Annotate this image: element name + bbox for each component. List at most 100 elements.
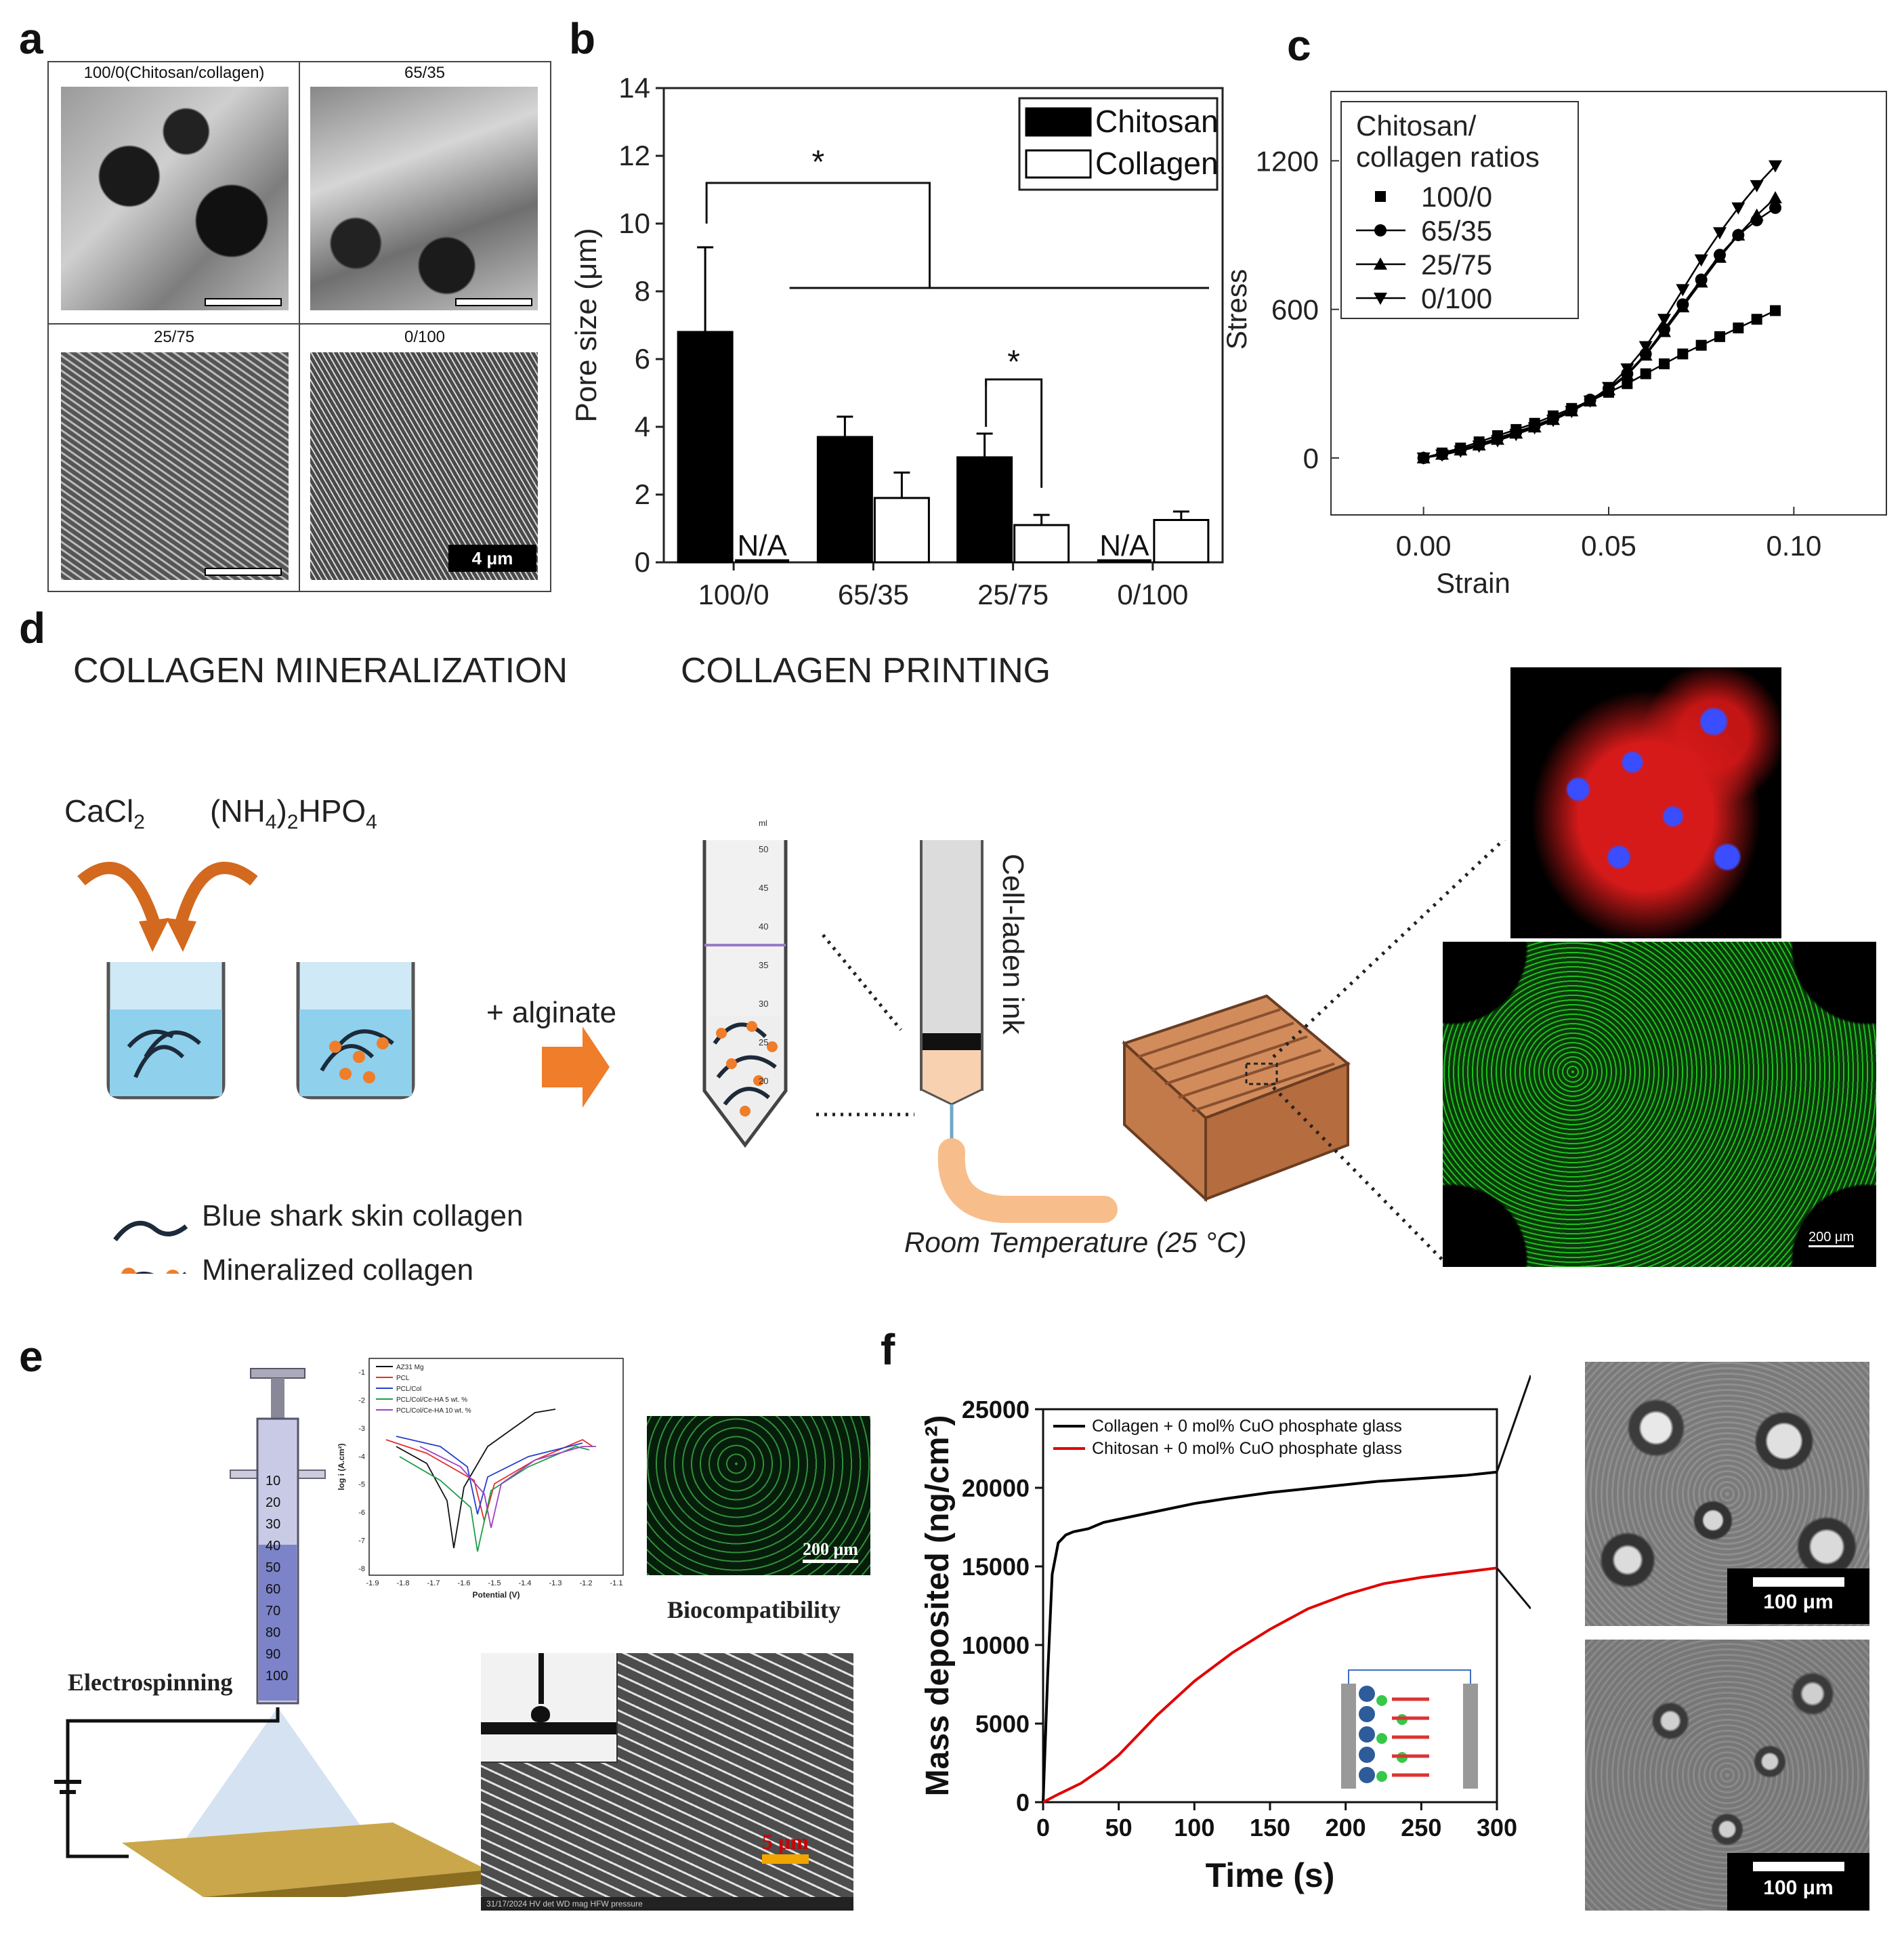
inset-y-tick: -4 [358, 1453, 365, 1461]
syringe-plunger-rod [271, 1378, 284, 1419]
x-tick-label: 0.05 [1581, 530, 1636, 562]
electrode-left [1341, 1684, 1356, 1789]
particle-green [1376, 1695, 1387, 1706]
point-triangle-down [1620, 363, 1634, 376]
panel-f-mass-deposited-chart: 0 5000 10000 15000 20000 25000 0 50 100 150 200 250… [920, 1375, 1531, 1894]
substrate-line-icon [481, 1722, 616, 1734]
point-triangle-down [1374, 293, 1387, 305]
legend-label: Collagen [1095, 146, 1219, 181]
legend-label: Chitosan + 0 mol% CuO phosphate glass [1092, 1439, 1402, 1458]
sem-scalebar-25-75 [205, 568, 282, 576]
syringe-tick: 90 [266, 1647, 281, 1662]
inset-x-tick: -1.7 [427, 1579, 440, 1587]
series-line-collagen [1042, 1470, 1498, 1803]
label-plus-alginate: + alginate [486, 996, 617, 1029]
nh4-sub1: 4 [265, 811, 277, 834]
electrode-right [1463, 1684, 1478, 1789]
point-triangle-down [1565, 406, 1579, 419]
inset-legend-label: PCL/Col/Ce-HA 5 wt. % [396, 1396, 467, 1404]
y-tick-label: 15000 [962, 1553, 1030, 1581]
point-circle [1374, 224, 1387, 236]
significance-bracket-1 [705, 182, 931, 288]
inset-bg [332, 1345, 637, 1616]
sem-image-65-35 [310, 87, 538, 310]
y-tick-label: 10 [618, 207, 650, 239]
inset-wire [1348, 1669, 1471, 1684]
panel-letter-b: b [569, 14, 596, 63]
nh4-a: (NH [210, 793, 266, 829]
x-tick-label: 100/0 [698, 579, 769, 610]
point-triangle-down [1769, 160, 1782, 173]
panel-e-electrospinning-schematic [54, 1368, 488, 1897]
label-cacl2: CaCl2 [64, 793, 145, 834]
inset-curve [396, 1436, 583, 1515]
inset-legend-label: AZ31 Mg [396, 1364, 424, 1371]
point-triangle-up [1694, 275, 1708, 288]
inset-x-tick: -1.2 [580, 1579, 593, 1587]
panel-d-schematic [77, 840, 1506, 1274]
x-tick-label: 300 [1477, 1814, 1517, 1841]
y-tick-label: 0 [1303, 442, 1319, 474]
beaker-collagen-icon [106, 962, 226, 1100]
sem-scale-label: 4 μm [471, 548, 513, 568]
label-biocompatibility: Biocompatibility [667, 1596, 841, 1623]
bar-collagen [1013, 524, 1070, 564]
fluorescence-image-live-dead [1443, 942, 1876, 1267]
point-triangle-up [1374, 257, 1387, 270]
tube-unit: ml [759, 818, 767, 828]
reagent-arrow-right-icon [173, 862, 258, 930]
inset-legend-label: PCL/Col [396, 1386, 421, 1393]
point-triangle-down [1509, 429, 1523, 442]
falcon-tube-icon [702, 840, 788, 1148]
fluorescence-image-cells [1510, 667, 1781, 938]
inset-y-tick: -1 [358, 1369, 365, 1377]
x-tick-label: 0.00 [1396, 530, 1452, 562]
y-tick-label: 10000 [962, 1631, 1030, 1659]
point-square [1733, 322, 1744, 334]
bar-chitosan [956, 456, 1013, 564]
significance-star-2: * [1007, 344, 1020, 380]
point-triangle-down [1491, 435, 1504, 448]
point-square [1695, 339, 1707, 351]
spray-cone-icon [183, 1707, 373, 1843]
sem-scalebar-100-0 [205, 298, 282, 306]
panel-a-sem-grid: 100/0(Chitosan/collagen) 65/35 25/75 0/1… [47, 61, 551, 592]
sem-footer-bar: 31/17/2024 HV det WD mag HFW pressure [481, 1897, 853, 1911]
series-0-100 [1416, 160, 1782, 465]
point-square [1640, 368, 1651, 379]
legend-swatch [1025, 107, 1092, 137]
tube-tick-20: 20 [759, 1076, 769, 1086]
bar-collagen [1153, 519, 1210, 564]
inset-curve [419, 1446, 596, 1528]
zoom-line-bottom [1272, 1086, 1444, 1262]
na-label: N/A [1099, 529, 1149, 562]
syringe-icon [920, 840, 983, 1152]
legend-label: 0/100 [1421, 283, 1492, 314]
x-axis-label: Time (s) [1206, 1856, 1335, 1894]
point-square [1714, 331, 1725, 342]
legend-mineral-dot1 [121, 1268, 136, 1274]
inset-curve [399, 1446, 590, 1552]
polarization-curves-inset: -1 -2 -3 -4 -5 -6 -7 -8-1.9 -1.8 -1.7 -1.6 -1.5 -1.4… [332, 1345, 637, 1616]
panel-letter-d: d [19, 604, 46, 652]
electrode-inset-icon [1341, 1669, 1478, 1789]
syringe-tick: 30 [266, 1517, 281, 1532]
syringe-scale: 10 20 30 40 50 60 70 80 90 100 [266, 1470, 288, 1687]
x-tick-label: 50 [1105, 1814, 1133, 1841]
printed-scaffold-icon [1122, 994, 1351, 1203]
connector-tube-syringe-top [822, 934, 902, 1031]
inset-x-tick: -1.6 [458, 1579, 471, 1587]
sem-bottom-scale-bar [1753, 1862, 1844, 1871]
tube-tick-40: 40 [759, 921, 769, 932]
nh4-sub3: 4 [366, 811, 377, 834]
sem-fiber-scale-label: 5 μm [762, 1829, 809, 1864]
y-tick-label: 8 [635, 275, 650, 307]
particle [1359, 1706, 1375, 1722]
nh4-sub2: 2 [287, 811, 299, 834]
tube-tick-35: 35 [759, 960, 769, 970]
heading-collagen-mineralization: COLLAGEN MINERALIZATION [73, 651, 568, 690]
y-tick-label: 600 [1271, 294, 1319, 326]
x-tick-label: 0.10 [1766, 530, 1821, 562]
sem-top-scale-label: 100 μm [1763, 1591, 1834, 1613]
beaker-mineralized-icon [296, 962, 415, 1100]
